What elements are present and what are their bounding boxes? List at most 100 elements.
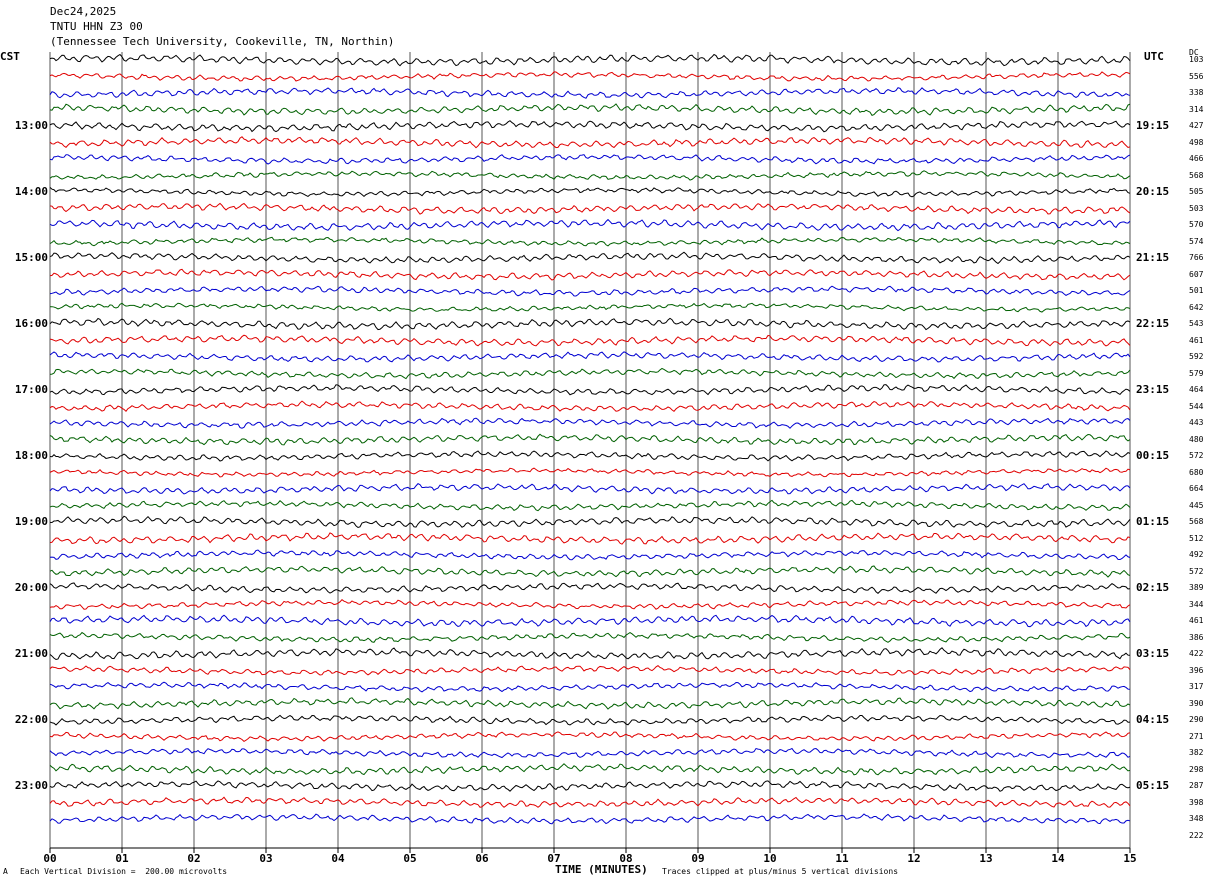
trace-23 [49, 417, 1131, 429]
x-tick-label-12: 12 [907, 852, 921, 865]
dc-offset-42: 271 [1189, 731, 1204, 741]
dc-offset-1: 103 [1189, 55, 1204, 64]
left-hour-label-10: 22:00 [14, 713, 48, 726]
dc-offset-5: 427 [1189, 121, 1204, 130]
trace-16 [49, 302, 1131, 313]
trace-24 [49, 433, 1131, 446]
dc-offset-16: 642 [1189, 302, 1204, 312]
trace-4 [49, 103, 1131, 116]
trace-26 [49, 467, 1131, 478]
x-tick-label-14: 14 [1051, 852, 1065, 865]
dc-offset-17: 543 [1189, 319, 1204, 328]
right-hour-label-10: 04:15 [1136, 713, 1170, 726]
dc-offset-22: 544 [1189, 401, 1204, 411]
trace-34 [49, 599, 1131, 610]
trace-10 [49, 202, 1131, 215]
dc-offset-45: 287 [1189, 781, 1204, 790]
dc-offset-7: 466 [1189, 154, 1204, 163]
dc-offset-8: 568 [1189, 170, 1204, 180]
header-date: Dec24,2025 [50, 5, 117, 18]
trace-5 [49, 120, 1131, 133]
x-tick-label-15: 15 [1123, 852, 1137, 865]
x-tick-label-05: 05 [403, 852, 417, 865]
right-timezone-label: UTC [1144, 50, 1164, 63]
dc-offset-30: 512 [1189, 533, 1204, 543]
trace-36 [49, 631, 1131, 643]
left-hour-label-3: 15:00 [14, 251, 48, 264]
left-hour-label-8: 20:00 [14, 581, 48, 594]
dc-offset-44: 298 [1189, 764, 1204, 774]
x-tick-label-01: 01 [115, 852, 129, 865]
x-tick-label-06: 06 [475, 852, 489, 865]
dc-offset-24: 480 [1189, 434, 1204, 444]
dc-offset-12: 574 [1189, 236, 1204, 246]
header-station: TNTU HHN Z3 00 [50, 20, 143, 33]
x-tick-label-09: 09 [691, 852, 705, 865]
trace-40 [49, 697, 1131, 710]
trace-14 [49, 268, 1131, 281]
x-tick-label-08: 08 [619, 852, 633, 865]
trace-38 [49, 665, 1131, 676]
trace-19 [49, 351, 1131, 363]
trace-13 [49, 251, 1131, 265]
trace-44 [49, 763, 1131, 776]
trace-35 [49, 614, 1131, 628]
trace-33 [49, 582, 1131, 594]
dc-offset-36: 386 [1189, 632, 1204, 642]
trace-47 [49, 813, 1131, 825]
trace-2 [49, 71, 1131, 82]
trace-27 [49, 483, 1131, 495]
dc-offset-11: 570 [1189, 220, 1204, 229]
right-hour-label-9: 03:15 [1136, 647, 1170, 660]
clipping-note: Traces clipped at plus/minus 5 vertical … [662, 867, 899, 876]
trace-46 [49, 796, 1131, 808]
dc-offset-41: 290 [1189, 715, 1204, 724]
left-hour-label-11: 23:00 [14, 779, 48, 792]
dc-offset-23: 443 [1189, 418, 1204, 427]
dc-header: DC [1189, 48, 1199, 57]
left-hour-label-6: 18:00 [14, 449, 48, 462]
dc-offset-26: 680 [1189, 467, 1204, 477]
left-hour-label-5: 17:00 [14, 383, 48, 396]
x-tick-label-02: 02 [187, 852, 201, 865]
x-tick-label-10: 10 [763, 852, 777, 865]
trace-21 [49, 384, 1131, 396]
trace-25 [49, 450, 1131, 462]
trace-6 [49, 136, 1131, 149]
x-tick-label-04: 04 [331, 852, 345, 865]
x-tick-label-13: 13 [979, 852, 993, 865]
corner-mark: A [3, 867, 8, 876]
dc-offset-19: 592 [1189, 352, 1204, 361]
x-tick-label-00: 00 [43, 852, 57, 865]
dc-offset-48: 222 [1189, 830, 1204, 840]
right-hour-label-7: 01:15 [1136, 515, 1170, 528]
trace-3 [49, 87, 1131, 99]
dc-offset-35: 461 [1189, 616, 1204, 625]
vertical-division-note: Each Vertical Division = 200.00 microvol… [20, 867, 228, 876]
trace-31 [49, 549, 1131, 561]
trace-37 [49, 647, 1131, 661]
trace-28 [49, 499, 1131, 512]
dc-offset-38: 396 [1189, 665, 1204, 675]
x-tick-label-03: 03 [259, 852, 273, 865]
dc-offset-29: 568 [1189, 517, 1204, 526]
x-axis-title: TIME (MINUTES) [555, 863, 648, 876]
dc-offset-31: 492 [1189, 550, 1204, 559]
dc-offset-3: 338 [1189, 88, 1204, 97]
trace-22 [49, 400, 1131, 413]
trace-15 [49, 285, 1131, 297]
dc-offset-43: 382 [1189, 748, 1204, 757]
dc-offset-32: 572 [1189, 566, 1204, 576]
trace-43 [49, 747, 1131, 759]
dc-offset-2: 556 [1189, 71, 1204, 81]
right-hour-label-5: 23:15 [1136, 383, 1170, 396]
dc-offset-39: 317 [1189, 682, 1204, 691]
dc-offset-27: 664 [1189, 484, 1204, 493]
dc-offset-21: 464 [1189, 385, 1204, 394]
dc-offset-47: 348 [1189, 814, 1204, 823]
right-hour-label-6: 00:15 [1136, 449, 1170, 462]
dc-offset-37: 422 [1189, 649, 1204, 658]
trace-30 [49, 532, 1131, 545]
dc-offset-40: 390 [1189, 698, 1204, 708]
